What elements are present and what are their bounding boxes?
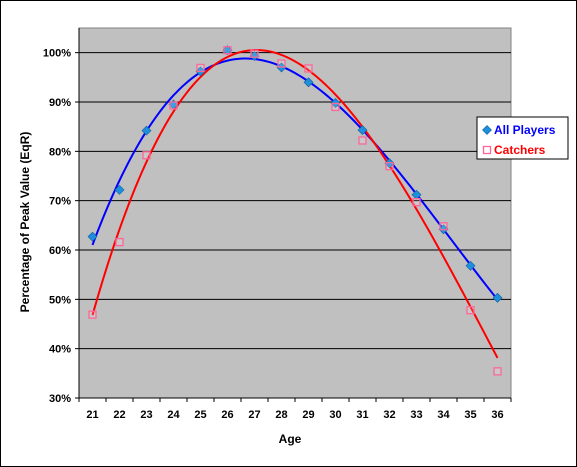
all-players-point bbox=[465, 260, 476, 271]
legend-label: Catchers bbox=[494, 143, 546, 157]
legend-box bbox=[476, 116, 569, 160]
y-axis-title: Percentage of Peak Value (EqR) bbox=[18, 132, 32, 313]
plot-background bbox=[78, 27, 512, 399]
plot-area bbox=[78, 27, 512, 399]
catchers-point bbox=[466, 306, 475, 315]
catchers-point bbox=[493, 367, 502, 376]
all-players-point bbox=[87, 231, 98, 242]
legend-marker-all-players bbox=[482, 125, 492, 135]
catchers-point bbox=[88, 310, 97, 319]
y-tick-label: 90% bbox=[49, 97, 71, 109]
catchers-point bbox=[277, 59, 286, 68]
catchers-point bbox=[196, 63, 205, 73]
y-tick-label: 50% bbox=[49, 294, 71, 306]
x-tick-label: 28 bbox=[275, 409, 287, 421]
y-tick-label: 30% bbox=[49, 393, 71, 405]
x-tick-label: 23 bbox=[140, 409, 152, 421]
all-players-point bbox=[141, 125, 152, 136]
data-markers bbox=[87, 45, 503, 376]
x-tick-label: 33 bbox=[410, 409, 422, 421]
trend-line-1 bbox=[91, 49, 499, 359]
x-tick-label: 32 bbox=[383, 409, 395, 421]
legend-marker-catchers bbox=[482, 145, 492, 155]
x-tick-label: 30 bbox=[329, 409, 341, 421]
trend-lines bbox=[91, 49, 499, 359]
x-tick-label: 25 bbox=[194, 409, 206, 421]
catchers-point bbox=[304, 64, 313, 73]
x-tick-label: 21 bbox=[86, 409, 98, 421]
legend: All Players Catchers bbox=[476, 116, 569, 160]
x-tick-label: 36 bbox=[491, 409, 503, 421]
x-axis-title: Age bbox=[279, 432, 302, 446]
catchers-point bbox=[331, 102, 340, 112]
catchers-point bbox=[115, 237, 124, 247]
y-tick-label: 100% bbox=[43, 48, 71, 60]
trend-line-0 bbox=[91, 57, 499, 301]
all-players-point bbox=[492, 292, 503, 303]
all-players-point bbox=[303, 77, 314, 88]
catchers-point bbox=[412, 197, 421, 207]
x-tick-label: 24 bbox=[167, 409, 180, 421]
x-tick-label: 35 bbox=[464, 409, 476, 421]
catchers-point bbox=[250, 49, 259, 58]
catchers-point bbox=[439, 222, 448, 231]
x-tick-label: 22 bbox=[113, 409, 125, 421]
x-tick-label: 34 bbox=[437, 409, 450, 421]
catchers-point bbox=[223, 46, 232, 55]
catchers-point bbox=[358, 136, 367, 145]
y-axis-ticks: 30% 40% 50% 60% 70% 80% 90% 100% bbox=[43, 48, 79, 405]
legend-label: All Players bbox=[494, 123, 556, 137]
y-tick-label: 70% bbox=[49, 196, 71, 208]
y-tick-label: 60% bbox=[49, 245, 71, 257]
x-tick-label: 27 bbox=[248, 409, 260, 421]
x-axis-ticks: 21 22 23 24 25 26 27 28 29 30 31 32 33 34 35 36 bbox=[78, 28, 512, 421]
catchers-point bbox=[385, 161, 394, 171]
x-tick-label: 26 bbox=[221, 409, 233, 421]
y-tick-label: 80% bbox=[49, 146, 71, 158]
x-tick-label: 29 bbox=[302, 409, 314, 421]
catchers-point bbox=[169, 101, 178, 110]
all-players-point bbox=[114, 184, 125, 195]
catchers-point bbox=[142, 151, 151, 160]
x-tick-label: 31 bbox=[356, 409, 368, 421]
y-tick-label: 40% bbox=[49, 344, 71, 356]
all-players-point bbox=[357, 125, 368, 136]
